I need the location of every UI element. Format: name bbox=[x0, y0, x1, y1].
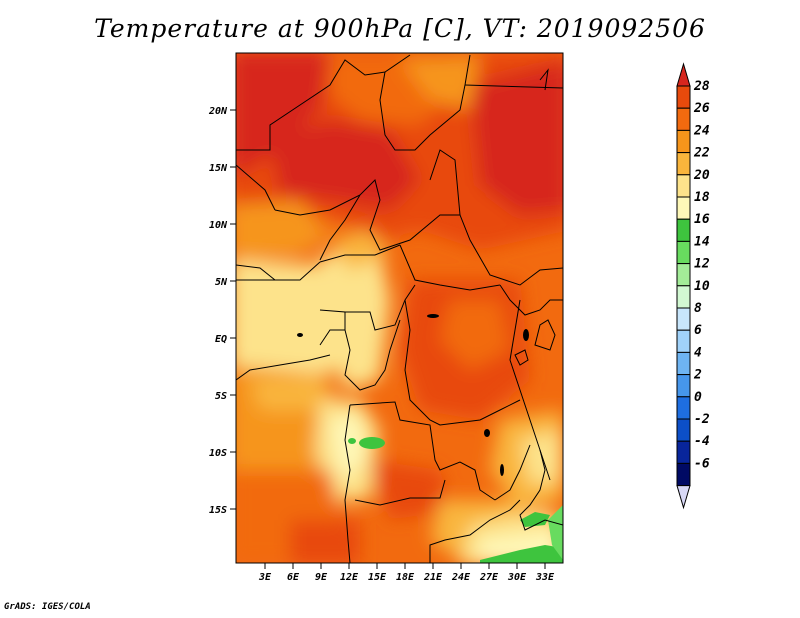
lat-tick: 5S bbox=[215, 391, 236, 402]
lon-tick: 18E bbox=[396, 563, 415, 583]
map-title: Temperature at 900hPa [C], VT: 201909250… bbox=[94, 14, 706, 43]
lon-label: 24E bbox=[451, 572, 471, 583]
lat-tick: 5N bbox=[215, 277, 236, 288]
colorbar-swatch bbox=[676, 85, 691, 109]
lon-tick: 21E bbox=[423, 563, 443, 583]
colorbar-label: 0 bbox=[694, 390, 702, 405]
lon-label: 30E bbox=[507, 572, 527, 583]
colorbar-label: 8 bbox=[694, 301, 702, 316]
colorbar-swatch bbox=[676, 285, 691, 309]
grads-credit: GrADS: IGES/COLA bbox=[4, 602, 91, 612]
latitude-axis: 20N 15N 10N 5N EQ 5S 10S 15S bbox=[208, 106, 236, 516]
lon-tick: 33E bbox=[535, 563, 555, 583]
lon-label: 6E bbox=[287, 572, 300, 583]
colorbar-label: 14 bbox=[694, 234, 710, 249]
colorbar-swatch bbox=[676, 374, 691, 398]
lat-label: 20N bbox=[208, 106, 228, 117]
map-frame bbox=[235, 52, 564, 564]
lon-tick: 9E bbox=[315, 563, 328, 583]
colorbar-swatch bbox=[676, 129, 691, 154]
lat-tick: 20N bbox=[208, 106, 236, 117]
cool-pockets bbox=[348, 437, 563, 563]
colorbar-bottom-arrow bbox=[676, 485, 691, 510]
lat-label: 5N bbox=[215, 277, 228, 288]
lon-tick: 15E bbox=[368, 563, 387, 583]
lon-tick: 6E bbox=[287, 563, 300, 583]
lat-label: 10S bbox=[209, 448, 227, 459]
colorbar-label: -4 bbox=[694, 434, 710, 449]
colorbar-swatch bbox=[676, 329, 691, 353]
country-borders bbox=[236, 54, 563, 563]
colorbar-swatch bbox=[676, 440, 691, 464]
colorbar-swatch bbox=[676, 418, 691, 442]
colorbar-top-arrow bbox=[676, 62, 691, 87]
lakes bbox=[297, 314, 529, 476]
colorbar-label: 12 bbox=[694, 257, 710, 272]
lon-tick: 27E bbox=[479, 563, 499, 583]
lon-label: 9E bbox=[315, 572, 328, 583]
lat-label: EQ bbox=[215, 334, 227, 345]
colorbar-label: 24 bbox=[693, 123, 710, 138]
lon-label: 18E bbox=[396, 572, 415, 583]
colorbar-swatch bbox=[676, 396, 691, 420]
lat-tick: 10S bbox=[209, 448, 236, 459]
lat-tick: 10N bbox=[209, 220, 236, 231]
colorbar-label: 18 bbox=[694, 190, 710, 205]
temperature-field bbox=[236, 53, 563, 563]
lat-label: 10N bbox=[209, 220, 228, 231]
lon-tick: 3E bbox=[258, 563, 272, 583]
colorbar-label: 22 bbox=[693, 146, 710, 161]
lon-label: 21E bbox=[423, 572, 443, 583]
colorbar-label: 16 bbox=[694, 212, 710, 227]
colorbar-swatch bbox=[676, 351, 691, 376]
colorbar-swatch bbox=[676, 107, 691, 131]
colorbar-swatch bbox=[676, 263, 691, 287]
colorbar-label: 2 bbox=[693, 368, 702, 383]
lat-label: 5S bbox=[215, 391, 227, 402]
colorbar-label: 4 bbox=[694, 345, 702, 360]
colorbar-label: 20 bbox=[693, 168, 710, 183]
lat-label: 15N bbox=[209, 163, 228, 174]
colorbar-label: 26 bbox=[693, 101, 710, 116]
longitude-axis: 3E 6E 9E 12E 15E 18E 21E 24E 27E 30E 33E bbox=[258, 563, 555, 583]
colorbar-label: 6 bbox=[694, 323, 702, 338]
lon-label: 15E bbox=[368, 572, 387, 583]
colorbar-swatch bbox=[676, 462, 691, 487]
colorbar-swatch bbox=[676, 152, 691, 176]
colorbar-swatch bbox=[676, 174, 691, 198]
lat-label: 15S bbox=[209, 505, 227, 516]
lon-tick: 30E bbox=[507, 563, 527, 583]
lon-label: 12E bbox=[340, 572, 359, 583]
colorbar-swatch bbox=[676, 240, 691, 265]
lon-label: 27E bbox=[479, 572, 499, 583]
colorbar-label: -2 bbox=[694, 412, 710, 427]
lon-tick: 12E bbox=[340, 563, 359, 583]
colorbar-swatch bbox=[676, 307, 691, 331]
lon-tick: 24E bbox=[451, 563, 471, 583]
colorbar-swatch bbox=[676, 196, 691, 220]
lon-label: 33E bbox=[535, 572, 555, 583]
colorbar-swatch bbox=[676, 218, 691, 242]
colorbar-label: 10 bbox=[694, 279, 710, 294]
lat-tick: EQ bbox=[215, 334, 236, 345]
lat-tick: 15S bbox=[209, 505, 236, 516]
colorbar-label: -6 bbox=[694, 456, 710, 471]
lon-label: 3E bbox=[258, 572, 272, 583]
lat-tick: 15N bbox=[209, 163, 236, 174]
colorbar-label: 28 bbox=[693, 79, 710, 94]
